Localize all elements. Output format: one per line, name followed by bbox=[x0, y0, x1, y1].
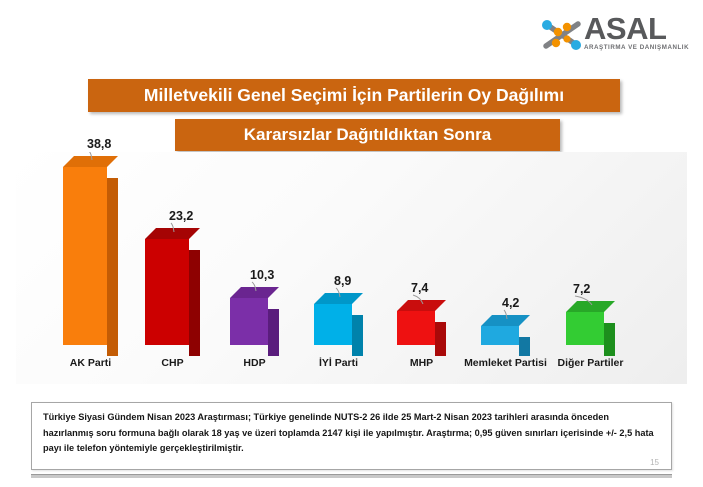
bar-chp bbox=[145, 228, 200, 356]
category-label-i-yi-parti: İYİ Parti bbox=[318, 357, 359, 369]
category-label-di-er-partiler: Diğer Partiler bbox=[557, 357, 624, 369]
bottom-rule bbox=[31, 474, 672, 478]
bar-memleket-partisi bbox=[481, 315, 530, 356]
bar-front-face bbox=[230, 298, 268, 345]
value-label-ak-parti: 38,8 bbox=[87, 137, 112, 151]
bar-side-face bbox=[352, 315, 363, 356]
category-label-hdp: HDP bbox=[243, 357, 266, 369]
bar-side-face bbox=[107, 178, 118, 356]
methodology-note-box: Türkiye Siyasi Gündem Nisan 2023 Araştır… bbox=[31, 402, 672, 470]
asal-tagline: ARAŞTIRMA VE DANIŞMANLIK bbox=[584, 44, 690, 51]
category-label-chp: CHP bbox=[161, 357, 184, 369]
bar-side-face bbox=[268, 309, 279, 356]
bar-top-face bbox=[566, 301, 615, 312]
bar-top-face bbox=[481, 315, 530, 326]
bar-top-face bbox=[397, 300, 446, 311]
bar-front-face bbox=[145, 239, 189, 345]
bar-side-face bbox=[435, 322, 446, 356]
bar-side-face bbox=[519, 337, 530, 356]
page-number: 15 bbox=[650, 458, 659, 467]
chart-plot-area: 38,8 AK Parti 23,2 CHP 10,3 HDP 8,9 İYİ Parti 7,… bbox=[16, 137, 687, 384]
bar-hdp bbox=[230, 287, 279, 356]
bar-side-face bbox=[604, 323, 615, 356]
asal-x-mark-icon bbox=[542, 20, 581, 50]
bar-ak-parti bbox=[63, 156, 118, 356]
value-label-chp: 23,2 bbox=[169, 209, 194, 223]
bar-side-face bbox=[189, 250, 200, 356]
main-title-banner: Milletvekili Genel Seçimi İçin Partileri… bbox=[88, 79, 620, 112]
value-label-memleket-partisi: 4,2 bbox=[502, 296, 520, 310]
bar-i-yi-parti bbox=[314, 293, 363, 356]
bar-front-face bbox=[397, 311, 435, 345]
bar-mhp bbox=[397, 300, 446, 356]
bar-top-face bbox=[145, 228, 200, 239]
asal-wordmark: ASAL bbox=[584, 11, 667, 46]
bar-chart: 38,8 AK Parti 23,2 CHP 10,3 HDP 8,9 İYİ Parti 7,… bbox=[16, 137, 687, 384]
bar-top-face bbox=[314, 293, 363, 304]
asal-logo-text: ASAL ARAŞTIRMA VE DANIŞMANLIK bbox=[584, 12, 696, 52]
value-label-mhp: 7,4 bbox=[411, 281, 429, 295]
bar-front-face bbox=[314, 304, 352, 345]
value-label-i-yi-parti: 8,9 bbox=[334, 274, 352, 288]
bar-front-face bbox=[566, 312, 604, 345]
category-label-memleket-partisi: Memleket Partisi bbox=[464, 357, 547, 369]
asal-logo: ASAL ARAŞTIRMA VE DANIŞMANLIK bbox=[536, 8, 696, 60]
value-label-di-er-partiler: 7,2 bbox=[573, 282, 591, 296]
category-label-ak-parti: AK Parti bbox=[69, 357, 112, 369]
methodology-note-text: Türkiye Siyasi Gündem Nisan 2023 Araştır… bbox=[43, 412, 654, 453]
bar-di-er-partiler bbox=[566, 301, 615, 356]
value-label-hdp: 10,3 bbox=[250, 268, 275, 282]
bar-front-face bbox=[481, 326, 519, 345]
bar-top-face bbox=[230, 287, 279, 298]
category-label-mhp: MHP bbox=[409, 357, 434, 369]
bar-top-face bbox=[63, 156, 118, 167]
bar-front-face bbox=[63, 167, 107, 345]
sub-title-banner: Kararsızlar Dağıtıldıktan Sonra bbox=[175, 119, 560, 151]
